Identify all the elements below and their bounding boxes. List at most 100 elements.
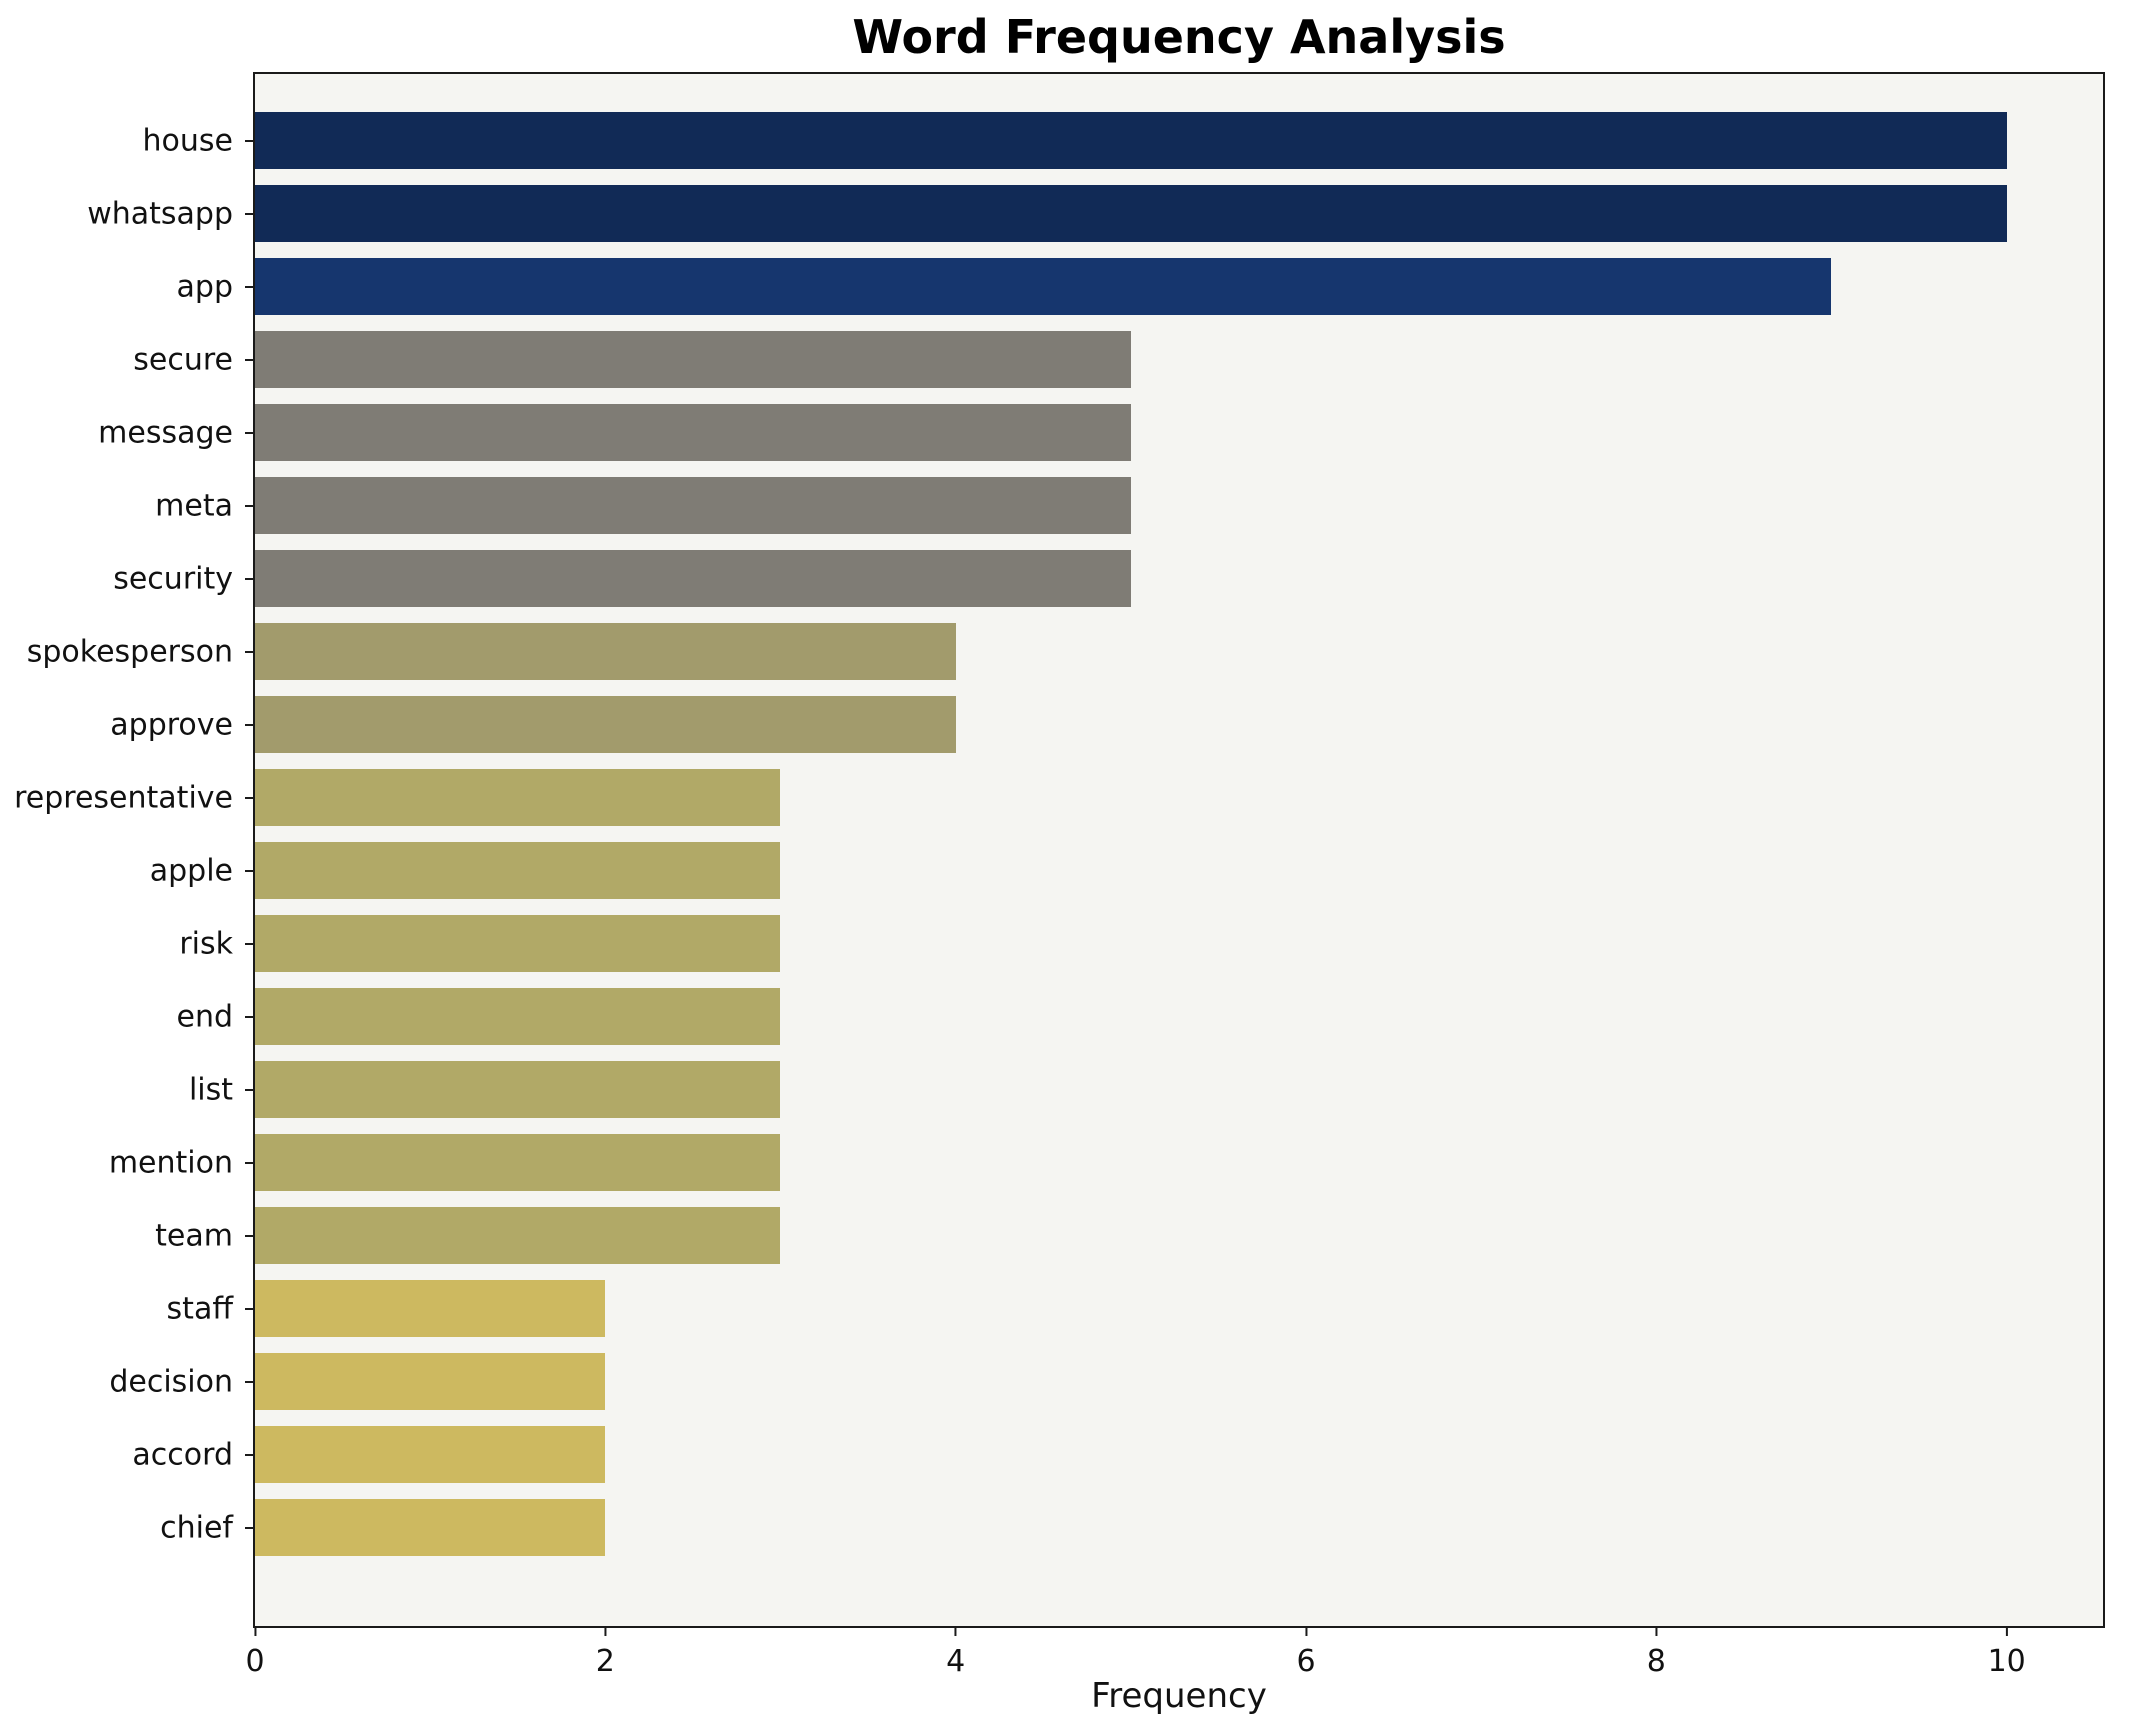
bar-row: app [177, 250, 2103, 323]
category-label: whatsapp [87, 196, 233, 231]
y-tick-mark [245, 1234, 255, 1237]
bar-row: representative [14, 761, 2103, 834]
bar [255, 1207, 781, 1264]
bar-row: house [143, 104, 2103, 177]
bar [255, 915, 781, 972]
bar [255, 769, 781, 826]
bar-row: list [189, 1053, 2103, 1126]
x-tick-label: 8 [1646, 1644, 1666, 1679]
category-label: decision [109, 1364, 233, 1399]
y-tick-mark [245, 1161, 255, 1164]
bar-row: secure [133, 323, 2103, 396]
x-tick-label: 0 [245, 1644, 265, 1679]
chart-title: Word Frequency Analysis [852, 10, 1506, 64]
y-tick-mark [245, 869, 255, 872]
category-label: end [176, 999, 233, 1034]
y-tick-mark [245, 285, 255, 288]
category-label: team [155, 1218, 233, 1253]
bar [255, 404, 1131, 461]
bar [255, 842, 781, 899]
y-tick-mark [245, 796, 255, 799]
category-label: chief [160, 1510, 233, 1545]
y-tick-mark [245, 1526, 255, 1529]
bar-row: meta [155, 469, 2103, 542]
category-label: spokesperson [26, 634, 233, 669]
category-label: security [113, 561, 233, 596]
category-label: message [98, 415, 233, 450]
x-tick-label: 2 [595, 1644, 615, 1679]
y-tick-mark [245, 504, 255, 507]
category-label: approve [110, 707, 233, 742]
category-label: accord [132, 1437, 233, 1472]
bar [255, 185, 2007, 242]
category-label: list [188, 1072, 233, 1107]
bar-row: approve [110, 688, 2103, 761]
bar [255, 477, 1131, 534]
y-tick-mark [245, 1088, 255, 1091]
bar-row: apple [150, 834, 2103, 907]
bar [255, 1426, 606, 1483]
category-label: meta [155, 488, 233, 523]
category-label: secure [133, 342, 233, 377]
category-label: risk [179, 926, 233, 961]
y-tick-mark [245, 942, 255, 945]
plot-area: house whatsapp app secure message meta securit… [14, 72, 2105, 1679]
y-tick-mark [245, 358, 255, 361]
bar-row: team [155, 1199, 2103, 1272]
category-label: apple [149, 853, 233, 888]
bar-row: spokesperson [27, 615, 2103, 688]
y-tick-mark [245, 1015, 255, 1018]
bar-row: whatsapp [87, 177, 2103, 250]
x-tick: 0 [245, 1626, 265, 1679]
bar [255, 112, 2007, 169]
bar-row: accord [132, 1418, 2103, 1491]
x-tick-mark [1655, 1626, 1658, 1636]
category-label: representative [14, 780, 233, 815]
y-tick-mark [245, 1453, 255, 1456]
x-tick: 6 [1296, 1626, 1316, 1679]
bar-row: mention [109, 1126, 2103, 1199]
x-tick: 2 [596, 1626, 615, 1679]
bar-rows: house whatsapp app secure message meta securit… [14, 74, 2103, 1626]
x-tick-label: 10 [1987, 1644, 2026, 1679]
x-axis-label: Frequency [1091, 1676, 1267, 1716]
x-tick-mark [254, 1626, 256, 1636]
x-tick-label: 4 [946, 1644, 966, 1679]
y-tick-mark [245, 1307, 255, 1310]
x-tick-mark [954, 1626, 957, 1636]
x-tick: 8 [1647, 1626, 1666, 1679]
category-label: app [176, 269, 233, 304]
bar [255, 1134, 781, 1191]
bar [255, 623, 956, 680]
bar-row: risk [179, 907, 2103, 980]
bar [255, 1061, 781, 1118]
bar-row: decision [109, 1345, 2103, 1418]
bar [255, 331, 1131, 388]
x-tick: 10 [1988, 1626, 2026, 1679]
bar-row: staff [167, 1272, 2103, 1345]
x-tick-label: 6 [1296, 1644, 1316, 1679]
x-tick-mark [604, 1626, 607, 1636]
y-tick-mark [245, 650, 255, 653]
y-tick-mark [245, 1380, 255, 1383]
category-label: house [142, 123, 233, 158]
bar-row: end [176, 980, 2103, 1053]
x-tick: 4 [946, 1626, 965, 1679]
bar [255, 696, 956, 753]
category-label: mention [108, 1145, 233, 1180]
bar [255, 1499, 606, 1556]
bar [255, 988, 781, 1045]
bar [255, 1353, 606, 1410]
y-tick-mark [245, 723, 255, 726]
y-tick-mark [245, 139, 255, 142]
bar-row: message [98, 396, 2103, 469]
bar-row: chief [160, 1491, 2103, 1564]
y-tick-mark [245, 577, 255, 580]
x-tick-mark [2005, 1626, 2008, 1636]
x-tick-mark [1304, 1626, 1307, 1636]
bar [255, 550, 1131, 607]
bar [255, 1280, 606, 1337]
bar-row: security [113, 542, 2103, 615]
bar [255, 258, 1832, 315]
y-tick-mark [245, 431, 255, 434]
